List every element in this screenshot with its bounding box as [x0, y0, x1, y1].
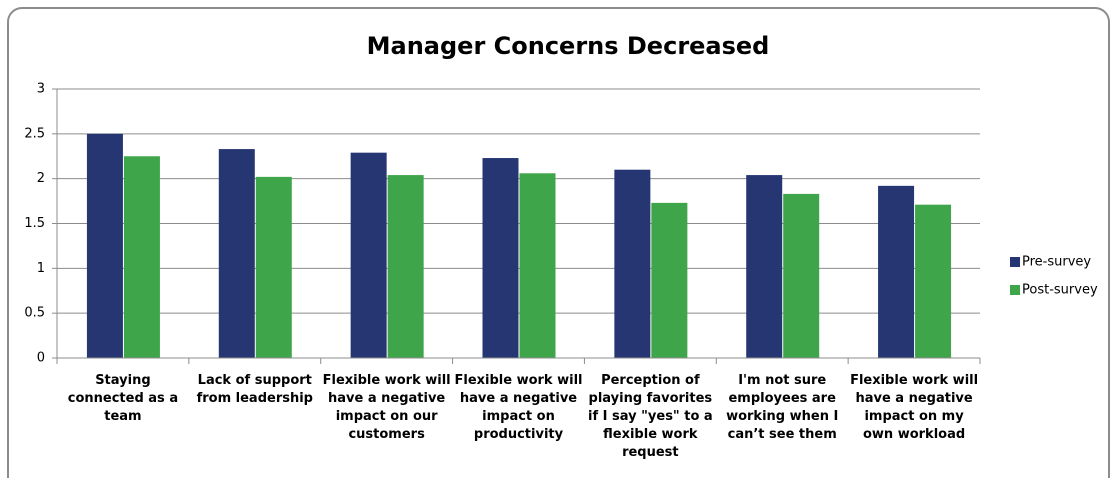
- bar: [519, 173, 556, 358]
- chart-title: Manager Concerns Decreased: [367, 32, 770, 60]
- bar: [614, 169, 651, 358]
- y-tick-label: 3: [37, 82, 45, 97]
- legend-label: Pre-survey: [1022, 255, 1091, 270]
- x-tick-label: Flexible work will have a negative impact …: [850, 373, 978, 442]
- x-tick-label: Staying connected as a team: [68, 373, 178, 424]
- y-tick-label: 0: [37, 351, 45, 366]
- bar: [482, 158, 519, 358]
- bar: [651, 202, 688, 358]
- y-tick-label: 1.5: [24, 216, 45, 231]
- legend-label: Post-survey: [1022, 283, 1098, 298]
- bar: [123, 156, 160, 358]
- bar: [783, 193, 820, 358]
- y-tick-label: 0.5: [24, 306, 45, 321]
- x-tick-label: Perception of playing favorites if I say "…: [588, 373, 713, 460]
- bar: [255, 176, 292, 358]
- legend-swatch: [1010, 285, 1020, 295]
- y-tick-label: 2: [37, 171, 45, 186]
- bar: [878, 185, 915, 358]
- x-tick-label: Flexible work will have a negative impact …: [454, 373, 582, 442]
- x-tick-label: Lack of support from leadership: [197, 373, 313, 406]
- bar: [218, 149, 255, 358]
- bar: [350, 152, 387, 358]
- x-tick-label: Flexible work will have a negative impact …: [323, 373, 451, 442]
- bar: [746, 175, 783, 358]
- bar: [387, 175, 424, 358]
- bar: [915, 204, 952, 358]
- chart-frame: [7, 7, 1110, 478]
- y-tick-label: 2.5: [24, 126, 45, 141]
- y-tick-label: 1: [37, 261, 45, 276]
- legend-swatch: [1010, 257, 1020, 267]
- bar: [86, 133, 123, 358]
